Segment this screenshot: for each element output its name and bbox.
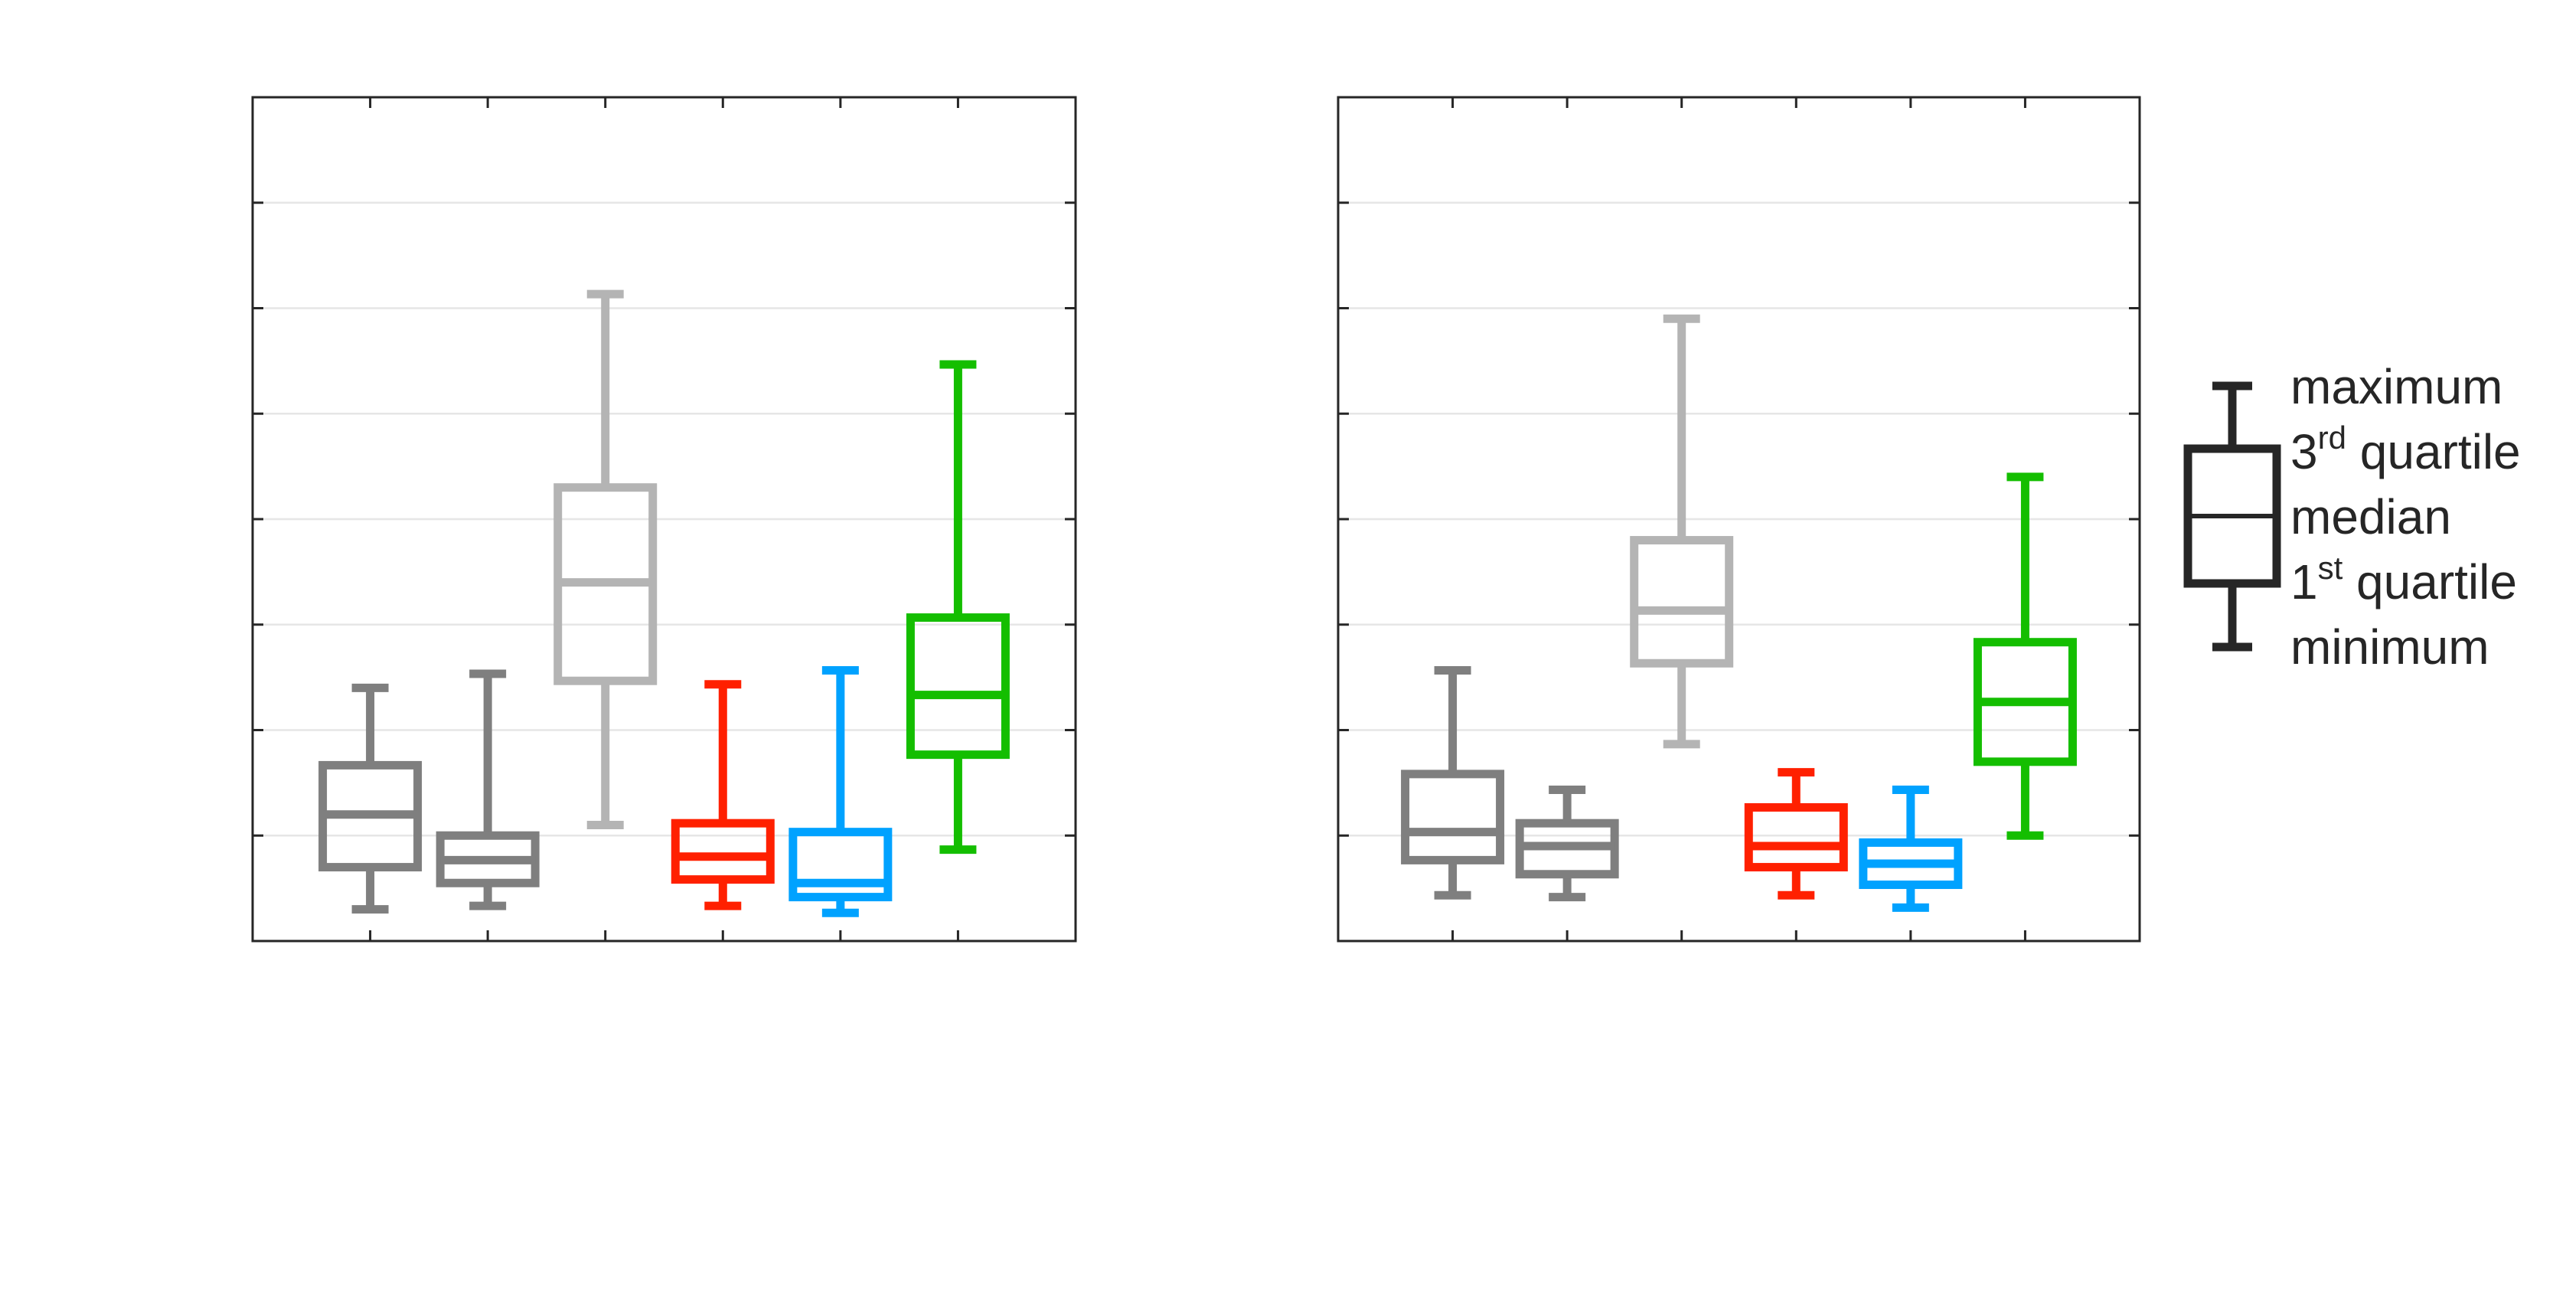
legend-maximum-label: maximum [2290,359,2503,414]
legend: maximum 3rd quartile median 1st quartile… [2183,359,2521,675]
box-grec-n-and-s [1973,472,2077,840]
legend-q3-label: 3rd quartile [2290,420,2521,479]
box-g-l10 [1401,665,1505,900]
panel-a [251,96,1077,943]
box-grec-gxn [1744,768,1848,900]
box-grec-gxs [1859,786,1963,912]
box-grec-gxs [788,665,893,917]
iqr-box-g-l10 [1401,770,1505,864]
legend-box-glyph [2183,381,2281,652]
box-grec-l10 [436,669,540,910]
iqr-box-grec-gxn [1744,803,1848,872]
legend-minimum-label: minimum [2290,619,2489,675]
legend-q1-label: 1st quartile [2290,550,2517,609]
iqr-box-grec-n-and-s [906,613,1010,760]
box-g-l10 [318,683,423,914]
legend-median-label: median [2290,489,2451,544]
box-grec-gxn [671,680,775,910]
box-grec-l50 [1630,314,1734,749]
iqr-box-grec-gxs [788,828,893,902]
iqr-box-grec-gxn [671,819,775,884]
box-grec-n-and-s [906,360,1010,854]
iqr-box-grec-l50 [1630,536,1734,668]
panel-b [1337,96,2141,943]
box-grec-l10 [1515,786,1619,902]
box-grec-l50 [553,289,658,829]
